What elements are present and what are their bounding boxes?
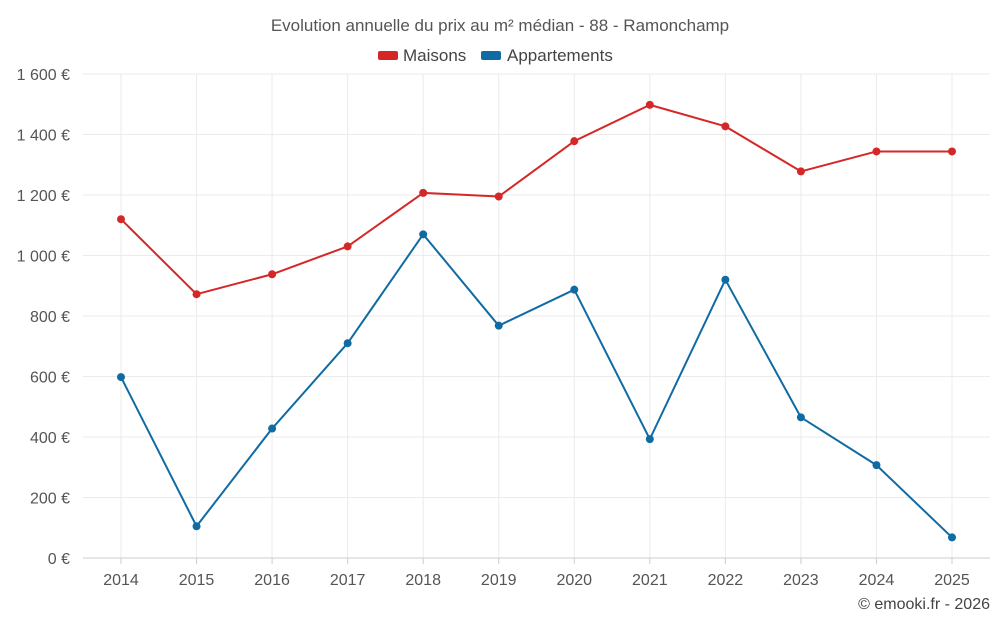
data-point-appartements[interactable]	[570, 285, 579, 294]
data-point-appartements[interactable]	[645, 435, 654, 444]
y-tick-label: 1 000 €	[17, 249, 70, 266]
x-tick-label: 2024	[859, 572, 895, 589]
data-point-maisons[interactable]	[419, 188, 428, 197]
data-point-maisons[interactable]	[343, 242, 352, 251]
data-point-appartements[interactable]	[872, 461, 881, 470]
data-point-maisons[interactable]	[117, 215, 125, 224]
data-point-maisons[interactable]	[872, 147, 881, 156]
y-tick-label: 1 200 €	[17, 188, 70, 205]
series-line-maisons	[120, 103, 952, 296]
chart-title: Evolution annuelle du prix au m² médian …	[271, 16, 729, 35]
series	[117, 100, 956, 542]
data-point-maisons[interactable]	[192, 290, 201, 299]
x-tick-label: 2016	[254, 572, 290, 589]
legend-item-appartements[interactable]: Appartements	[481, 46, 613, 65]
x-tick-label: 2019	[481, 572, 517, 589]
y-tick-label: 800 €	[30, 309, 70, 326]
legend-item-maisons[interactable]: Maisons	[378, 46, 466, 65]
data-point-appartements[interactable]	[494, 321, 503, 330]
x-tick-label: 2017	[330, 572, 366, 589]
x-tick-label: 2014	[103, 572, 139, 589]
data-point-maisons[interactable]	[948, 147, 956, 156]
x-tick-label: 2021	[632, 572, 668, 589]
legend-label-maisons: Maisons	[403, 46, 466, 65]
x-tick-label: 2020	[556, 572, 592, 589]
y-tick-label: 1 600 €	[17, 67, 70, 84]
legend-label-appartements: Appartements	[507, 46, 613, 65]
y-tick-label: 600 €	[30, 370, 70, 387]
data-point-maisons[interactable]	[268, 270, 277, 279]
series-line-appartements	[120, 233, 953, 539]
y-tick-label: 400 €	[30, 430, 70, 447]
y-axis: 0 € 200 € 400 € 600 € 800 € 1 000 € 1 200 € 1 4…	[17, 67, 70, 568]
data-point-appartements[interactable]	[268, 424, 277, 433]
x-axis: 2014 2015 2016 2017 2018 2019 2020 2021 2022 2023…	[83, 557, 990, 589]
legend-swatch-appartements	[481, 51, 501, 60]
data-point-maisons[interactable]	[796, 167, 805, 176]
data-point-appartements[interactable]	[117, 373, 125, 382]
credit-text: © emooki.fr - 2026	[858, 596, 990, 613]
data-point-maisons[interactable]	[570, 137, 579, 146]
data-point-appartements[interactable]	[721, 275, 730, 284]
y-tick-label: 1 400 €	[17, 128, 70, 145]
data-point-maisons[interactable]	[721, 122, 730, 131]
y-tick-label: 0 €	[48, 551, 70, 568]
data-point-appartements[interactable]	[948, 533, 956, 542]
legend: Maisons Appartements	[378, 46, 613, 65]
data-point-maisons[interactable]	[494, 192, 503, 201]
x-tick-label: 2018	[405, 572, 441, 589]
data-point-appartements[interactable]	[343, 339, 352, 348]
x-tick-label: 2023	[783, 572, 819, 589]
legend-swatch-maisons	[378, 51, 398, 60]
data-point-appartements[interactable]	[419, 230, 428, 239]
data-point-appartements[interactable]	[192, 522, 201, 531]
y-tick-label: 200 €	[30, 491, 70, 508]
data-point-maisons[interactable]	[645, 100, 654, 109]
grid	[83, 73, 990, 558]
data-point-appartements[interactable]	[796, 413, 805, 422]
x-tick-label: 2015	[179, 572, 215, 589]
x-tick-label: 2022	[708, 572, 744, 589]
x-tick-label: 2025	[934, 572, 970, 589]
